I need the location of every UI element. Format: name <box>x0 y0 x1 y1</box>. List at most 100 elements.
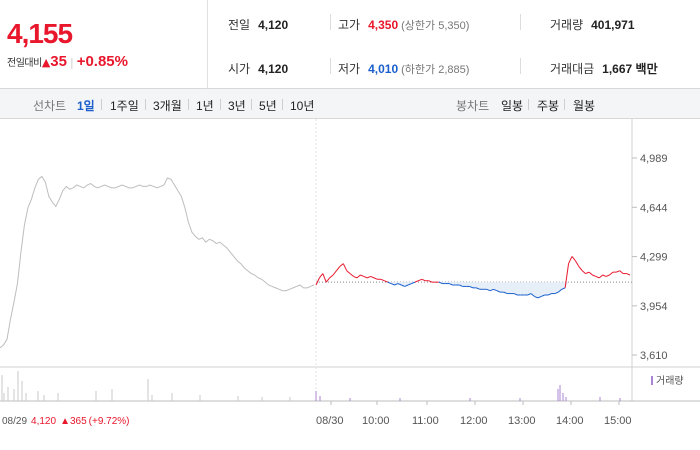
below-reference-fill <box>548 282 552 295</box>
below-reference-fill <box>493 282 497 291</box>
y-tick-label: 4,644 <box>640 202 668 214</box>
today-up-segment <box>568 256 573 264</box>
amount-label: 거래대금 <box>550 62 595 76</box>
today-down-segment <box>394 283 399 286</box>
below-reference-fill <box>537 282 542 298</box>
below-reference-fill <box>452 282 456 285</box>
today-up-segment <box>360 274 364 277</box>
previous-day-arrow: ▲ <box>60 416 70 427</box>
period-3m[interactable]: 3개월 <box>153 99 182 113</box>
divider <box>101 99 102 110</box>
today-up-segment <box>588 271 593 276</box>
below-reference-fill <box>510 282 514 294</box>
low-value: 4,010 <box>368 62 399 76</box>
divider <box>188 99 189 110</box>
candle-daily[interactable]: 일봉 <box>501 99 524 113</box>
today-up-segment <box>363 275 368 279</box>
previous-day-percent: (+9.72%) <box>88 416 130 427</box>
high-value: 4,350 <box>368 18 399 32</box>
today-down-segment <box>411 281 416 285</box>
divider <box>520 58 521 74</box>
today-down-segment <box>404 284 409 287</box>
below-reference-fill <box>503 282 508 294</box>
today-up-segment <box>346 270 351 274</box>
today-up-segment <box>373 277 378 280</box>
volume-value: 401,971 <box>591 18 635 32</box>
today-up-segment <box>585 271 590 275</box>
today-down-segment <box>438 281 443 285</box>
x-tick-label: 12:00 <box>460 415 488 427</box>
today-up-segment <box>325 277 331 283</box>
today-down-segment <box>561 287 566 290</box>
price-chart-svg: 4,989 4,644 4,299 3,954 3,610 08/30 10:00 11:00… <box>0 119 700 427</box>
volume-swatch <box>651 376 653 385</box>
below-reference-fill <box>544 282 549 295</box>
today-down-segment <box>493 288 498 292</box>
today-up-segment <box>380 278 385 282</box>
period-10y[interactable]: 10년 <box>290 99 315 113</box>
today-down-segment <box>390 283 395 286</box>
today-up-segment <box>616 270 620 273</box>
previous-day-date: 08/29 <box>2 416 28 427</box>
below-reference-fill <box>401 282 405 287</box>
y-tick-label: 4,989 <box>640 153 668 165</box>
period-5y[interactable]: 5년 <box>259 99 277 113</box>
today-down-segment <box>558 288 563 293</box>
today-up-segment <box>356 274 361 279</box>
amount-value: 1,667 백만 <box>602 62 658 76</box>
previous-day-close: 4,120 <box>31 416 57 427</box>
today-down-segment <box>554 291 559 295</box>
below-reference-fill <box>483 282 487 290</box>
divider <box>520 14 521 30</box>
period-1y[interactable]: 1년 <box>196 99 214 113</box>
below-reference-fill <box>551 282 555 294</box>
below-reference-fill <box>455 282 460 285</box>
today-up-segment <box>592 274 597 277</box>
today-down-segment <box>534 295 539 299</box>
today-up-segment <box>342 263 348 271</box>
below-reference-fill <box>476 282 480 290</box>
line-chart-label: 선차트 <box>33 99 67 113</box>
period-1w[interactable]: 1주일 <box>110 99 139 113</box>
period-1d[interactable]: 1일 <box>77 99 95 113</box>
prev-close-label: 전일 <box>228 18 251 32</box>
today-up-segment <box>384 280 388 283</box>
below-reference-fill <box>517 282 521 295</box>
price-summary: 4,155 전일대비▲35 | +0.85% 전일 4,120 고가 4,350 (상한가… <box>0 0 700 89</box>
current-price: 4,155 <box>7 18 73 49</box>
below-reference-fill <box>561 282 566 290</box>
x-tick-label: 10:00 <box>362 415 390 427</box>
today-up-segment <box>571 256 576 262</box>
today-down-segment <box>513 293 518 296</box>
today-down-segment <box>469 285 474 289</box>
today-down-segment <box>527 293 532 296</box>
volume-legend: 거래량 <box>651 372 684 387</box>
divider <box>282 99 283 110</box>
candle-monthly[interactable]: 월봉 <box>573 99 596 113</box>
today-down-segment <box>401 284 405 287</box>
below-reference-fill <box>527 282 532 295</box>
today-up-segment <box>626 273 631 276</box>
today-down-segment <box>530 293 535 297</box>
period-3y[interactable]: 3년 <box>228 99 246 113</box>
today-up-segment <box>329 274 334 279</box>
price-chart[interactable]: 4,989 4,644 4,299 3,954 3,610 08/30 10:00 11:00… <box>0 119 700 450</box>
low-label: 저가 <box>338 62 361 76</box>
prev-close-cell: 전일 4,120 <box>228 16 288 33</box>
change-label: 전일대비 <box>7 58 42 69</box>
below-reference-fill <box>524 282 528 295</box>
open-value: 4,120 <box>258 62 289 76</box>
candle-weekly[interactable]: 주봉 <box>537 99 560 113</box>
chart-toolbar: 선차트 1일 1주일 3개월 1년 3년 5년 10년 봉차트 일봉 주봉 월봉 <box>0 89 700 119</box>
today-up-segment <box>605 274 610 277</box>
below-reference-fill <box>486 282 491 291</box>
today-up-segment <box>315 277 320 286</box>
today-up-segment <box>598 274 604 279</box>
today-down-segment <box>541 294 545 297</box>
today-up-segment <box>336 266 341 272</box>
below-reference-fill <box>507 282 511 294</box>
today-down-segment <box>489 288 494 292</box>
x-tick-label: 11:00 <box>412 415 439 427</box>
upper-limit: (상한가 5,350) <box>401 20 470 32</box>
today-up-segment <box>349 273 354 277</box>
